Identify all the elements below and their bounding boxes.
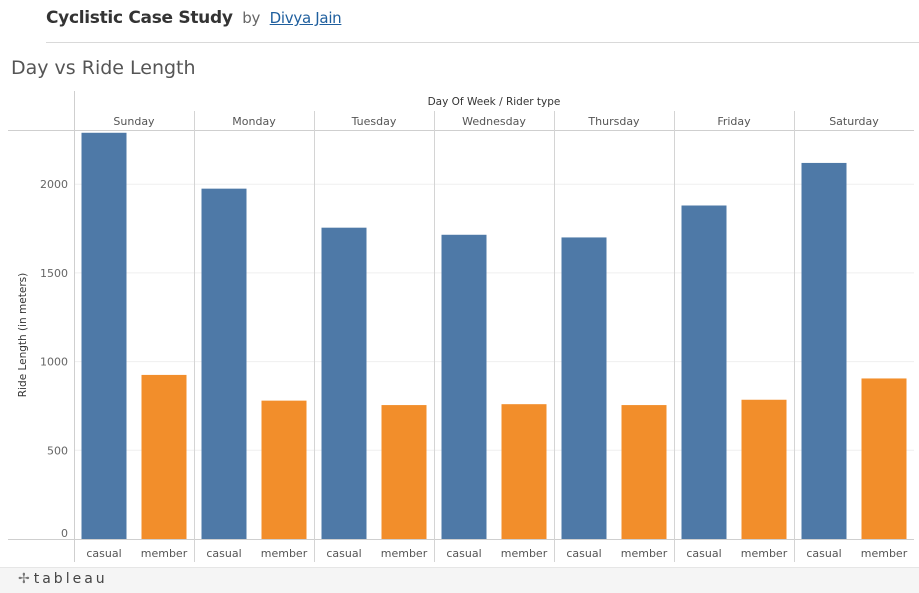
bar-sunday-member[interactable] xyxy=(141,374,187,539)
workbook-title-line: Cyclistic Case Study by Divya Jain xyxy=(46,8,342,28)
rider-type-label: member xyxy=(621,547,668,560)
rider-type-label: casual xyxy=(686,547,721,560)
y-tick-label: 2000 xyxy=(40,178,68,191)
day-label: Thursday xyxy=(587,115,640,128)
day-label: Monday xyxy=(232,115,276,128)
rider-type-label: member xyxy=(141,547,188,560)
rider-type-label: member xyxy=(261,547,308,560)
y-tick-label: 500 xyxy=(47,444,68,457)
y-tick-label: 1000 xyxy=(40,356,68,369)
day-label: Friday xyxy=(717,115,751,128)
day-label: Tuesday xyxy=(351,115,397,128)
rider-type-label: casual xyxy=(206,547,241,560)
day-label: Wednesday xyxy=(462,115,526,128)
byline-prefix: by xyxy=(242,9,261,27)
rider-type-label: casual xyxy=(566,547,601,560)
rider-type-label: casual xyxy=(446,547,481,560)
rider-type-label: member xyxy=(381,547,428,560)
dashboard-header: Cyclistic Case Study by Divya Jain xyxy=(0,0,919,44)
y-tick-label: 0 xyxy=(61,527,68,540)
tableau-logo[interactable]: ✢ tableau xyxy=(18,571,108,587)
bar-monday-casual[interactable] xyxy=(201,188,247,540)
tableau-plus-icon: ✢ xyxy=(18,571,30,587)
rider-type-label: casual xyxy=(86,547,121,560)
rider-type-label: member xyxy=(501,547,548,560)
bar-monday-member[interactable] xyxy=(261,400,307,539)
bar-wednesday-member[interactable] xyxy=(501,404,547,539)
bar-thursday-casual[interactable] xyxy=(561,237,607,539)
workbook-title: Cyclistic Case Study xyxy=(46,8,233,28)
bar-sunday-casual[interactable] xyxy=(81,132,127,539)
bar-saturday-casual[interactable] xyxy=(801,162,847,540)
column-header-label: Day Of Week / Rider type xyxy=(428,96,561,108)
y-axis-label: Ride Length (in meters) xyxy=(17,273,29,397)
tableau-logo-text: tableau xyxy=(33,571,108,587)
sheet-title: Day vs Ride Length xyxy=(11,57,196,79)
bar-friday-casual[interactable] xyxy=(681,205,727,540)
bar-friday-member[interactable] xyxy=(741,399,787,539)
rider-type-label: member xyxy=(741,547,788,560)
header-divider xyxy=(46,42,919,43)
day-label: Sunday xyxy=(113,115,155,128)
bar-tuesday-member[interactable] xyxy=(381,405,427,539)
tableau-footer: ✢ tableau xyxy=(0,567,919,593)
bar-thursday-member[interactable] xyxy=(621,405,667,539)
bar-saturday-member[interactable] xyxy=(861,378,907,539)
rider-type-label: casual xyxy=(806,547,841,560)
author-link[interactable]: Divya Jain xyxy=(269,9,342,27)
bar-chart: Day Of Week / Rider type Ride Length (in … xyxy=(8,91,914,562)
bar-tuesday-casual[interactable] xyxy=(321,227,367,539)
rider-type-label: casual xyxy=(326,547,361,560)
day-label: Saturday xyxy=(829,115,879,128)
y-tick-label: 1500 xyxy=(40,267,68,280)
rider-type-label: member xyxy=(861,547,908,560)
bar-wednesday-casual[interactable] xyxy=(441,234,487,539)
